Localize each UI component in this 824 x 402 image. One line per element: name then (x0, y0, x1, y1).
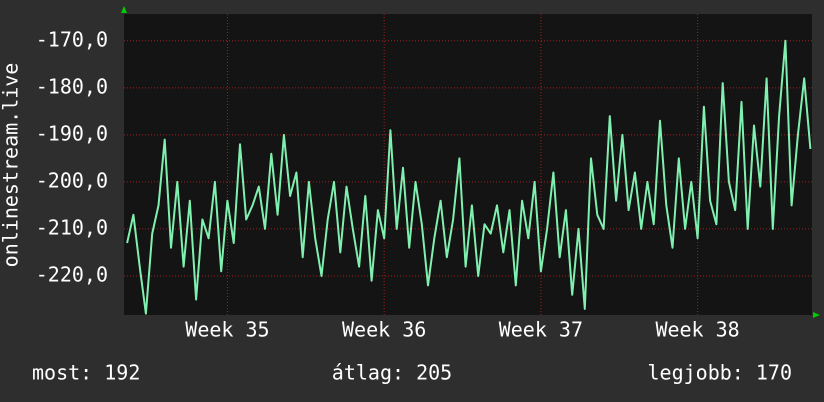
y-axis-arrow (121, 6, 127, 13)
x-tick-label: Week 38 (655, 318, 739, 342)
y-tick-label: -180,0 (36, 74, 108, 98)
x-tick-label: Week 36 (342, 318, 426, 342)
footer-best: legjobb: 170 (648, 361, 793, 385)
y-tick-label: -190,0 (36, 121, 108, 145)
x-tick-label: Week 37 (499, 318, 583, 342)
footer-current: most: 192 (32, 361, 140, 385)
x-axis-arrow (813, 312, 820, 318)
y-tick-label: -200,0 (36, 168, 108, 192)
y-tick-label: -170,0 (36, 27, 108, 51)
y-axis-label: onlinestream.live (0, 63, 23, 268)
y-tick-label: -210,0 (36, 215, 108, 239)
y-tick-label: -220,0 (36, 262, 108, 286)
x-tick-label: Week 35 (185, 318, 269, 342)
data-line (126, 39, 812, 315)
footer-average: átlag: 205 (332, 361, 452, 385)
